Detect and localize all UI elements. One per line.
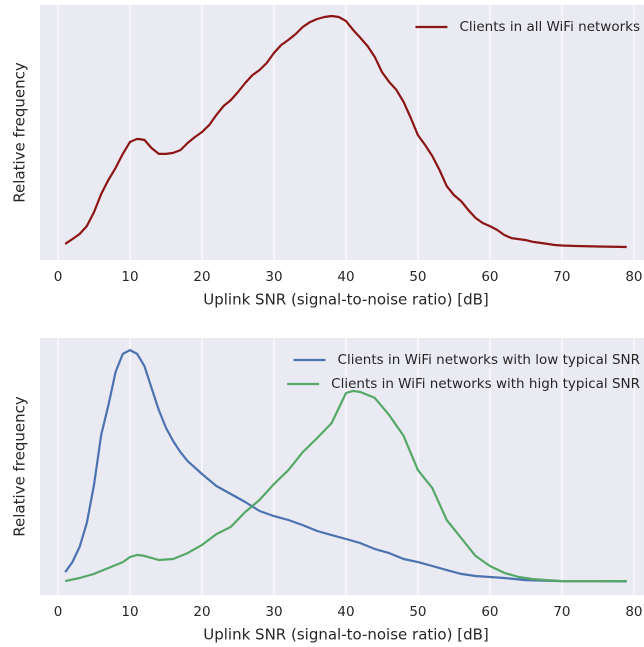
x-tick-label: 10 [121, 604, 138, 620]
line-series [64, 389, 627, 583]
legend-label: Clients in WiFi networks with high typic… [331, 376, 640, 392]
x-tick-label: 30 [265, 269, 282, 285]
x-tick-label: 60 [481, 269, 498, 285]
x-tick-label: 20 [193, 269, 210, 285]
y-axis-label: Relative frequency [11, 396, 29, 537]
plot-area [40, 338, 644, 595]
line-series [64, 14, 627, 249]
x-tick-label: 40 [337, 604, 354, 620]
x-tick-label: 70 [553, 604, 570, 620]
x-tick-label: 20 [193, 604, 210, 620]
x-tick-label: 50 [409, 269, 426, 285]
plot-area [40, 5, 644, 260]
x-axis-label: Uplink SNR (signal-to-noise ratio) [dB] [203, 291, 489, 309]
x-tick-label: 40 [337, 269, 354, 285]
x-tick-label: 50 [409, 604, 426, 620]
x-tick-label: 80 [625, 604, 642, 620]
y-axis-label: Relative frequency [11, 62, 29, 203]
x-tick-label: 0 [54, 604, 63, 620]
legend-label: Clients in all WiFi networks [459, 19, 640, 35]
x-tick-label: 60 [481, 604, 498, 620]
x-tick-label: 30 [265, 604, 282, 620]
x-tick-label: 70 [553, 269, 570, 285]
x-tick-label: 0 [54, 269, 63, 285]
x-tick-label: 80 [625, 269, 642, 285]
legend-label: Clients in WiFi networks with low typica… [338, 352, 640, 368]
x-tick-label: 10 [121, 269, 138, 285]
x-axis-label: Uplink SNR (signal-to-noise ratio) [dB] [203, 626, 489, 644]
